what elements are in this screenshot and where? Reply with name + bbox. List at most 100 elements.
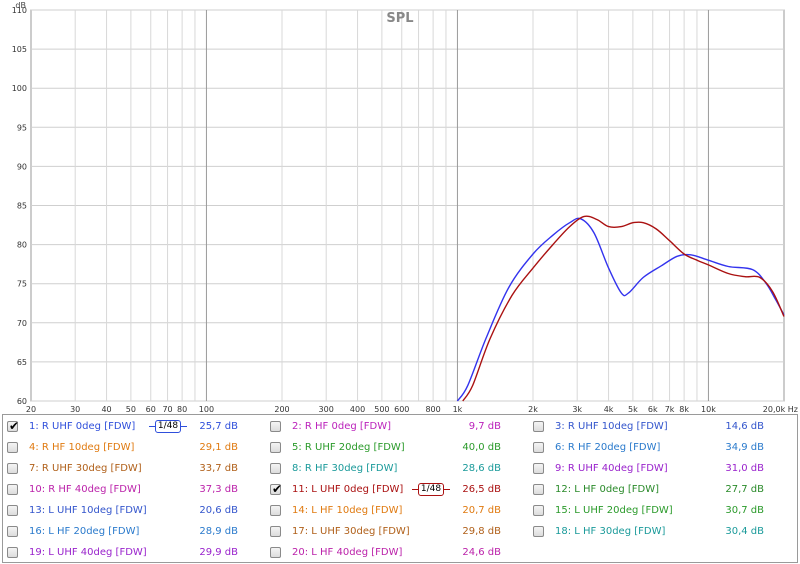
- legend-value: 29,9 dB: [199, 547, 238, 558]
- legend-item-14[interactable]: 14: L HF 10deg [FDW] 20,7 dB: [270, 501, 530, 521]
- legend-checkbox-12[interactable]: [533, 484, 544, 495]
- legend-item-12[interactable]: 12: L HF 0deg [FDW] 27,7 dB: [533, 480, 793, 500]
- legend-checkbox-11[interactable]: ✔: [270, 482, 283, 496]
- checkmark-icon: ✔: [272, 482, 283, 496]
- x-tick-label: 2k: [528, 405, 538, 414]
- legend-item-5[interactable]: 5: R UHF 20deg [FDW] 40,0 dB: [270, 438, 530, 458]
- legend-value: 29,8 dB: [462, 526, 501, 537]
- legend-checkbox-16[interactable]: [7, 526, 18, 537]
- legend-value: 27,7 dB: [725, 484, 764, 495]
- x-tick-label: 600: [394, 405, 409, 414]
- legend-item-2[interactable]: 2: R HF 0deg [FDW] 9,7 dB: [270, 417, 530, 437]
- legend-label: 16: L HF 20deg [FDW]: [29, 526, 140, 537]
- legend-item-11[interactable]: ✔ 11: L UHF 0deg [FDW] 1/48 26,5 dB: [270, 480, 530, 500]
- legend-checkbox-14[interactable]: [270, 505, 281, 516]
- x-tick-label: 80: [177, 405, 187, 414]
- legend-checkbox-18[interactable]: [533, 526, 544, 537]
- legend-item-15[interactable]: 15: L UHF 20deg [FDW] 30,7 dB: [533, 501, 793, 521]
- legend-label: 9: R UHF 40deg [FDW]: [555, 463, 668, 474]
- legend-label: 15: L UHF 20deg [FDW]: [555, 505, 673, 516]
- legend-label: 10: R HF 40deg [FDW]: [29, 484, 141, 495]
- legend-checkbox-20[interactable]: [270, 547, 281, 558]
- legend-item-4[interactable]: 4: R HF 10deg [FDW] 29,1 dB: [7, 438, 267, 458]
- smoothing-badge[interactable]: 1/48: [149, 420, 187, 433]
- x-tick-label: 200: [274, 405, 289, 414]
- legend-checkbox-4[interactable]: [7, 442, 18, 453]
- legend-checkbox-6[interactable]: [533, 442, 544, 453]
- legend-item-13[interactable]: 13: L UHF 10deg [FDW] 20,6 dB: [7, 501, 267, 521]
- y-tick-label: 100: [12, 84, 27, 93]
- legend-value: 20,7 dB: [462, 505, 501, 516]
- legend-checkbox-15[interactable]: [533, 505, 544, 516]
- legend-item-19[interactable]: 19: L UHF 40deg [FDW] 29,9 dB: [7, 543, 267, 563]
- y-tick-label: 70: [17, 319, 27, 328]
- chart-title: SPL: [386, 11, 413, 26]
- x-tick-label: 50: [126, 405, 136, 414]
- x-tick-label: 400: [350, 405, 365, 414]
- legend-checkbox-8[interactable]: [270, 463, 281, 474]
- legend-item-9[interactable]: 9: R UHF 40deg [FDW] 31,0 dB: [533, 459, 793, 479]
- legend-item-20[interactable]: 20: L HF 40deg [FDW] 24,6 dB: [270, 543, 530, 563]
- legend-item-17[interactable]: 17: L UHF 30deg [FDW] 29,8 dB: [270, 522, 530, 542]
- y-tick-label: 75: [17, 280, 27, 289]
- legend-value: 14,6 dB: [725, 421, 764, 432]
- y-tick-label: 90: [17, 162, 27, 171]
- legend-panel: ✔ 1: R UHF 0deg [FDW] 1/48 25,7 dB 2: R HF 0…: [2, 414, 798, 563]
- legend-label: 7: R UHF 30deg [FDW]: [29, 463, 142, 474]
- legend-value: 31,0 dB: [725, 463, 764, 474]
- legend-label: 14: L HF 10deg [FDW]: [292, 505, 403, 516]
- legend-label: 20: L HF 40deg [FDW]: [292, 547, 403, 558]
- x-tick-label: 60: [146, 405, 156, 414]
- y-tick-label: 80: [17, 241, 27, 250]
- grid-lines: [31, 9, 784, 402]
- legend-value: 40,0 dB: [462, 442, 501, 453]
- x-tick-labels: 20 30 40 50 60 70 80 100 200 300 400 500 600 800 1k 2k 3…: [26, 405, 798, 414]
- series-line-1: [456, 217, 785, 402]
- legend-checkbox-10[interactable]: [7, 484, 18, 495]
- x-tick-label: 20,0k Hz: [763, 405, 798, 414]
- legend-label: 5: R UHF 20deg [FDW]: [292, 442, 405, 453]
- x-tick-label: 4k: [604, 405, 614, 414]
- legend-checkbox-3[interactable]: [533, 421, 544, 432]
- x-tick-label: 6k: [648, 405, 658, 414]
- smoothing-badge[interactable]: 1/48: [412, 483, 450, 496]
- legend-item-10[interactable]: 10: R HF 40deg [FDW] 37,3 dB: [7, 480, 267, 500]
- legend-checkbox-9[interactable]: [533, 463, 544, 474]
- y-tick-label: 65: [17, 358, 27, 367]
- legend-item-6[interactable]: 6: R HF 20deg [FDW] 34,9 dB: [533, 438, 793, 458]
- y-tick-label: 60: [17, 397, 27, 406]
- legend-value: 28,9 dB: [199, 526, 238, 537]
- checkmark-icon: ✔: [9, 419, 20, 433]
- legend-checkbox-2[interactable]: [270, 421, 281, 432]
- x-tick-label: 1k: [453, 405, 463, 414]
- legend-label: 12: L HF 0deg [FDW]: [555, 484, 660, 495]
- x-tick-label: 70: [162, 405, 172, 414]
- x-tick-label: 20: [26, 405, 36, 414]
- x-tick-label: 3k: [572, 405, 582, 414]
- legend-label: 11: L UHF 0deg [FDW]: [292, 484, 404, 495]
- legend-item-1[interactable]: ✔ 1: R UHF 0deg [FDW] 1/48 25,7 dB: [7, 417, 267, 437]
- legend-checkbox-1[interactable]: ✔: [7, 419, 20, 433]
- legend-item-7[interactable]: 7: R UHF 30deg [FDW] 33,7 dB: [7, 459, 267, 479]
- x-tick-label: 100: [199, 405, 214, 414]
- legend-value: 30,7 dB: [725, 505, 764, 516]
- legend-item-3[interactable]: 3: R UHF 10deg [FDW] 14,6 dB: [533, 417, 793, 437]
- legend-value: 20,6 dB: [199, 505, 238, 516]
- legend-checkbox-5[interactable]: [270, 442, 281, 453]
- legend-item-8[interactable]: 8: R HF 30deg [FDW] 28,6 dB: [270, 459, 530, 479]
- legend-checkbox-13[interactable]: [7, 505, 18, 516]
- legend-item-16[interactable]: 16: L HF 20deg [FDW] 28,9 dB: [7, 522, 267, 542]
- x-tick-label: 8k: [679, 405, 689, 414]
- x-tick-label: 30: [70, 405, 80, 414]
- series-line-2: [462, 215, 785, 402]
- legend-checkbox-7[interactable]: [7, 463, 18, 474]
- legend-value: 25,7 dB: [199, 421, 238, 432]
- series-layer: [456, 215, 785, 402]
- legend-checkbox-19[interactable]: [7, 547, 18, 558]
- x-tick-label: 500: [374, 405, 389, 414]
- legend-item-18[interactable]: 18: L HF 30deg [FDW] 30,4 dB: [533, 522, 793, 542]
- legend-checkbox-17[interactable]: [270, 526, 281, 537]
- legend-label: 3: R UHF 10deg [FDW]: [555, 421, 668, 432]
- y-unit-label: dB: [15, 1, 26, 10]
- legend-value: 30,4 dB: [725, 526, 764, 537]
